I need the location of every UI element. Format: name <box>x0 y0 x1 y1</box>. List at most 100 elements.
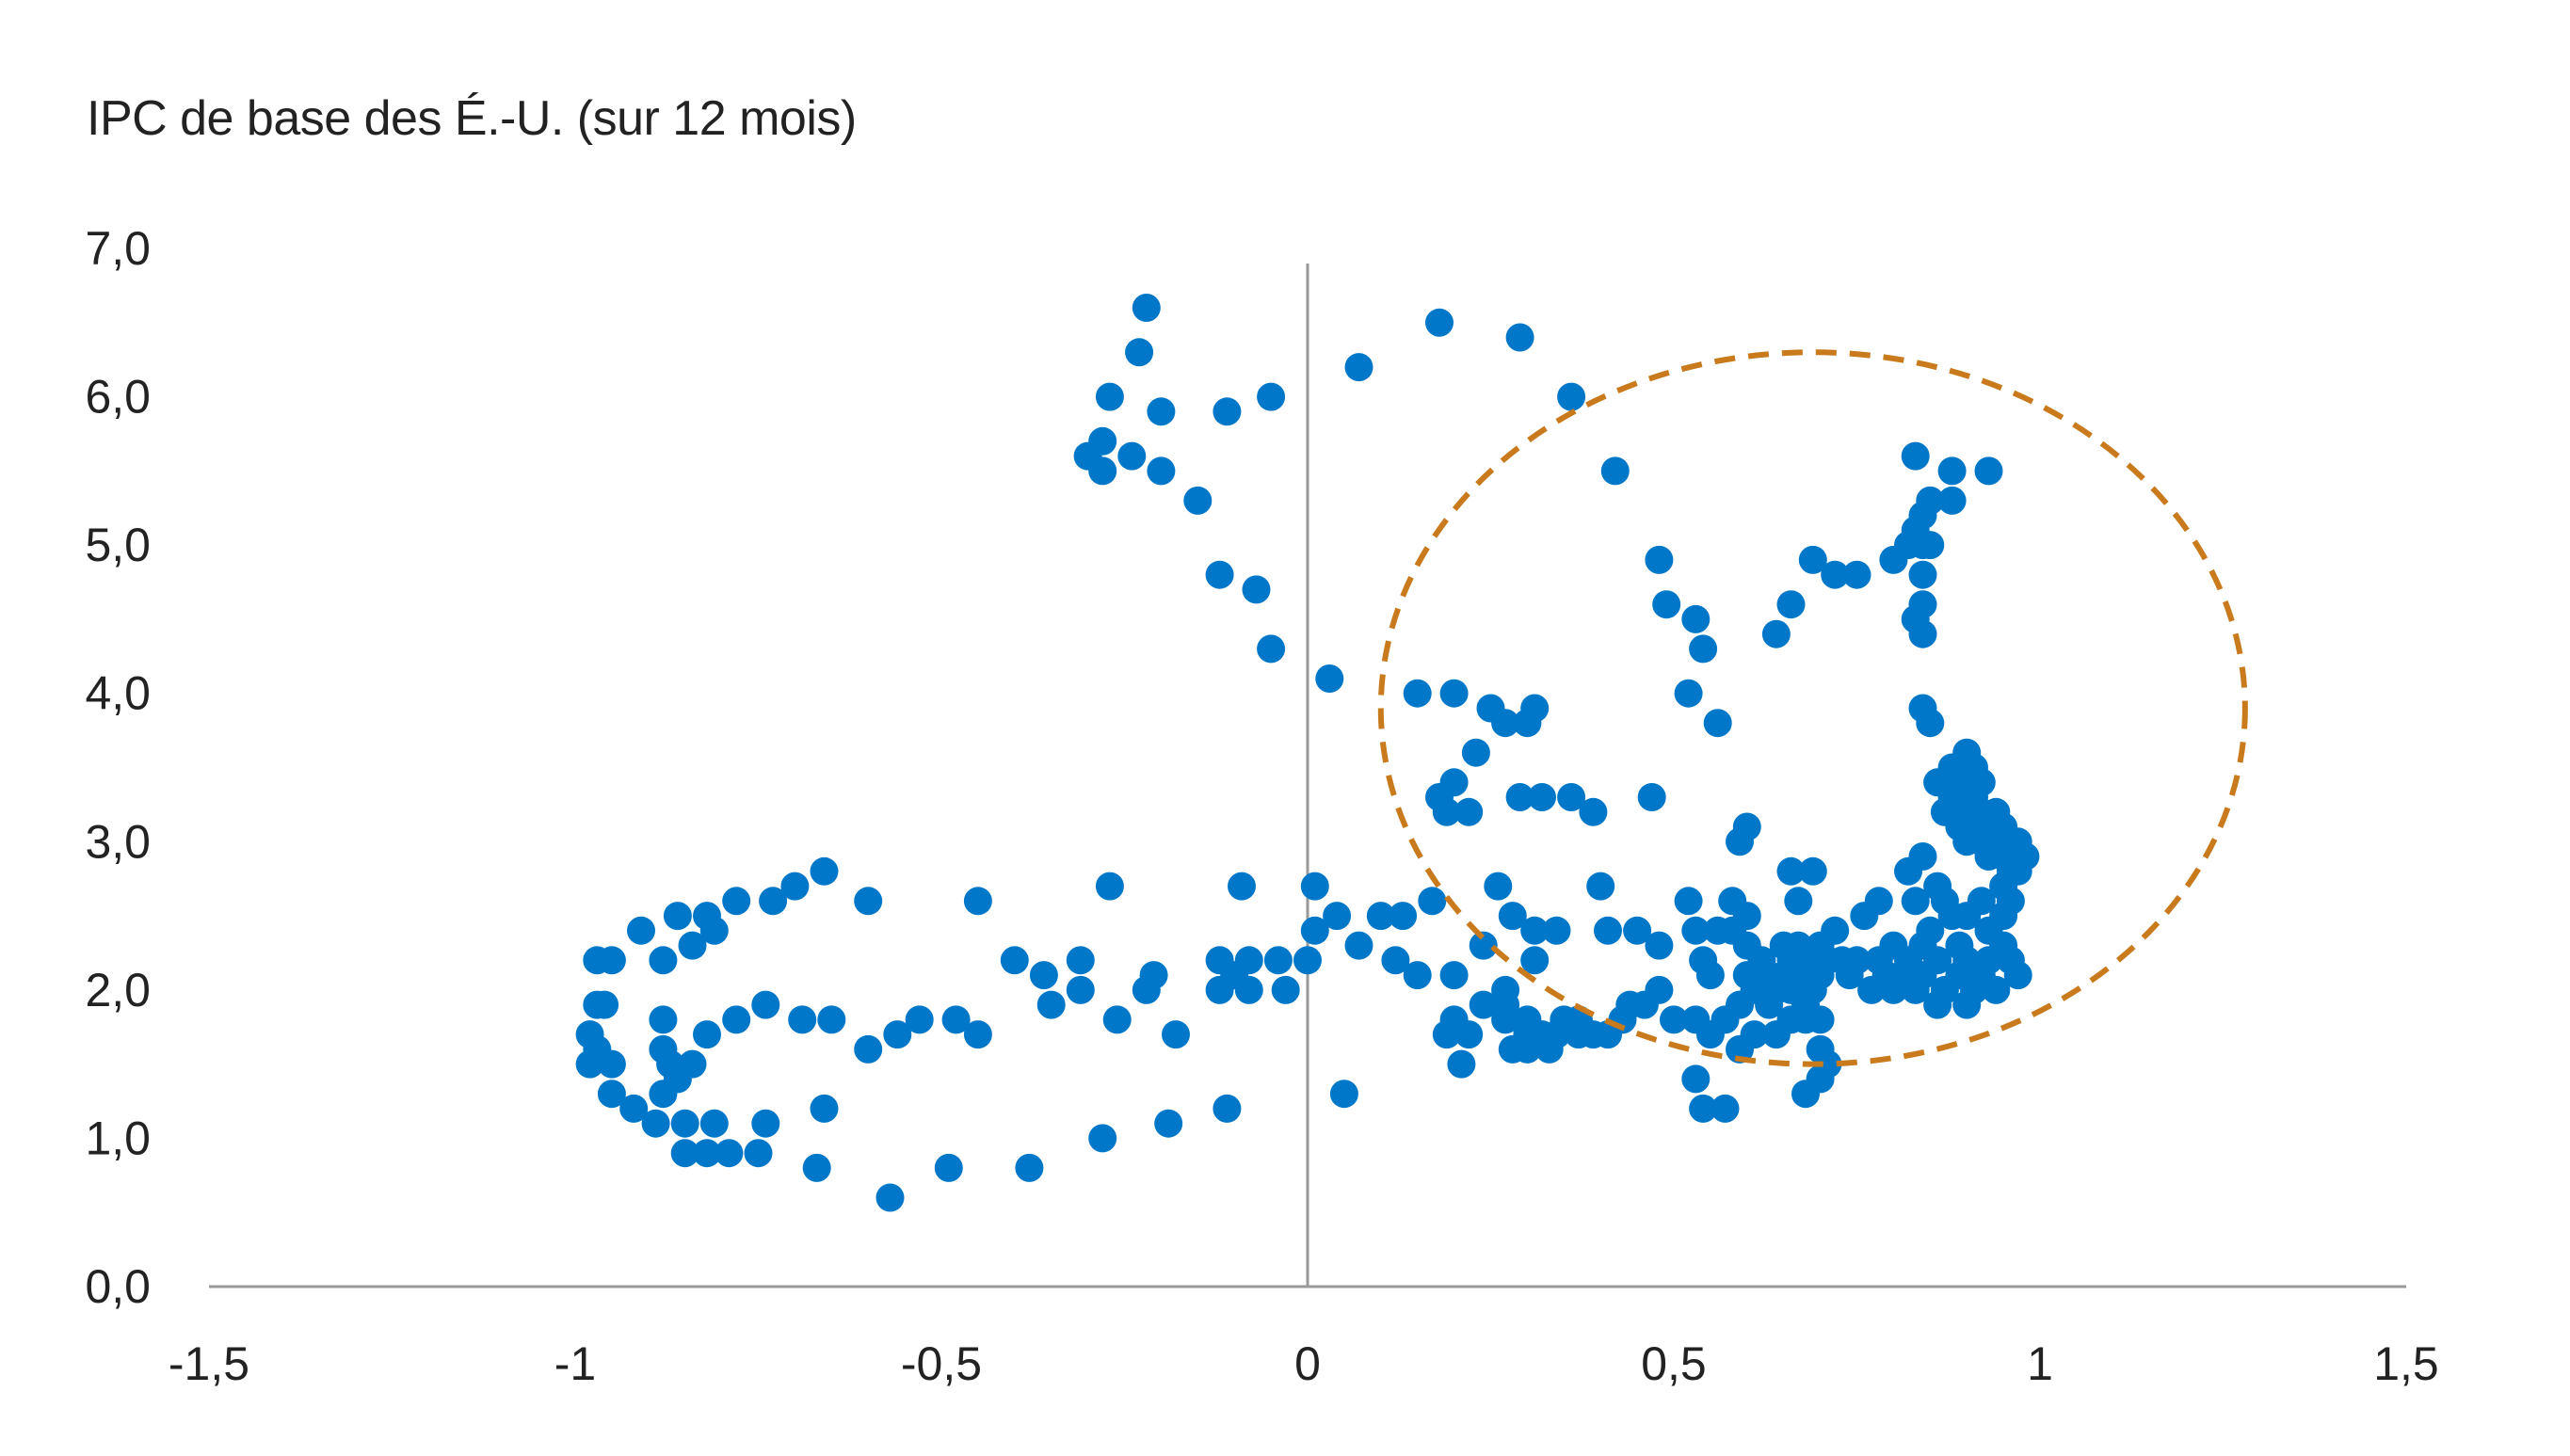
data-point <box>1029 961 1058 990</box>
data-point <box>810 1094 839 1123</box>
x-tick-label: 0,5 <box>1641 1337 1707 1390</box>
data-point <box>1513 1005 1542 1034</box>
data-point <box>1674 887 1703 916</box>
x-axis-tick-labels: -1,5 -1 -0,5 0 0,5 1 1,5 <box>169 1337 2439 1390</box>
data-point <box>1916 709 1945 738</box>
x-tick-label: 1 <box>2027 1337 2053 1390</box>
data-point <box>1761 619 1791 648</box>
data-point <box>575 1049 604 1079</box>
data-point <box>1432 797 1461 826</box>
data-point <box>649 1005 678 1034</box>
data-point <box>1461 738 1490 767</box>
data-point <box>1645 931 1674 960</box>
data-point <box>1974 916 2003 945</box>
data-point <box>1234 975 1263 1004</box>
data-point <box>1557 783 1586 811</box>
data-point <box>1520 916 1550 945</box>
data-point <box>1205 560 1234 589</box>
y-tick-label: 1,0 <box>85 1112 151 1164</box>
data-point <box>1645 975 1674 1004</box>
data-point <box>1674 679 1703 708</box>
data-point <box>1066 946 1095 975</box>
data-point <box>1842 946 1871 975</box>
data-point <box>1982 975 2011 1004</box>
data-point <box>883 1020 912 1049</box>
data-point <box>1469 931 1498 960</box>
data-point <box>1389 902 1418 931</box>
data-point <box>1491 709 1520 738</box>
data-point <box>1784 887 1813 916</box>
data-point <box>1520 694 1550 723</box>
data-point <box>1505 783 1534 811</box>
data-point <box>583 990 612 1019</box>
data-point <box>1015 1153 1044 1182</box>
data-point <box>1213 397 1242 426</box>
data-point <box>817 1005 846 1034</box>
data-point <box>1681 916 1711 945</box>
data-point <box>670 1139 699 1168</box>
data-point <box>1937 486 1967 515</box>
data-point <box>1213 1094 1242 1123</box>
data-point <box>1162 1020 1190 1049</box>
data-point <box>1879 545 1908 574</box>
y-tick-label: 6,0 <box>85 371 151 424</box>
data-point <box>1586 872 1615 901</box>
x-tick-label: -1,5 <box>169 1337 249 1390</box>
data-point <box>1776 590 1806 619</box>
data-point <box>1315 664 1344 693</box>
data-point <box>1381 946 1410 975</box>
data-point <box>1594 916 1622 945</box>
data-point <box>1557 382 1586 411</box>
data-point <box>1498 902 1527 931</box>
y-axis-tick-labels: 0,0 1,0 2,0 3,0 4,0 5,0 6,0 7,0 <box>85 222 151 1313</box>
data-point <box>1798 545 1827 574</box>
data-point <box>1234 946 1263 975</box>
y-tick-label: 4,0 <box>85 667 151 720</box>
data-point <box>1403 679 1432 708</box>
data-point <box>1095 382 1124 411</box>
data-point <box>1300 872 1329 901</box>
data-point <box>583 946 612 975</box>
data-point <box>1000 946 1029 975</box>
data-point <box>1689 1094 1718 1123</box>
data-point <box>1300 916 1329 945</box>
data-point <box>1454 1020 1484 1049</box>
data-point <box>627 916 655 945</box>
data-point <box>1695 961 1725 990</box>
y-tick-label: 7,0 <box>85 222 151 275</box>
data-point <box>1689 634 1718 664</box>
data-point <box>1329 1080 1358 1109</box>
data-point <box>1901 604 1930 633</box>
data-point <box>1102 1005 1132 1034</box>
data-point <box>1813 1049 1842 1079</box>
data-point <box>699 916 729 945</box>
data-point <box>1484 872 1513 901</box>
data-point <box>1469 990 1498 1019</box>
y-tick-label: 3,0 <box>85 815 151 868</box>
data-point <box>1600 456 1630 486</box>
x-tick-label: -0,5 <box>901 1337 982 1390</box>
data-point <box>1228 872 1256 901</box>
data-point <box>1323 902 1352 931</box>
data-point <box>1154 1109 1183 1138</box>
data-point <box>1711 1094 1740 1123</box>
y-tick-label: 5,0 <box>85 519 151 571</box>
data-point <box>1923 768 1952 797</box>
data-point <box>1732 902 1761 931</box>
data-point <box>1271 975 1300 1004</box>
data-point <box>1520 946 1550 975</box>
data-point <box>1579 797 1608 826</box>
data-point <box>693 1139 721 1168</box>
data-point <box>1095 872 1124 901</box>
data-point <box>1491 990 1520 1019</box>
data-point <box>699 1109 729 1138</box>
data-point <box>1908 560 1937 589</box>
data-point <box>1257 382 1286 411</box>
data-point <box>641 1109 670 1138</box>
data-point <box>854 887 883 916</box>
data-point <box>1147 456 1176 486</box>
data-point <box>722 1005 751 1034</box>
data-point <box>678 931 707 960</box>
data-point <box>1088 1124 1117 1153</box>
